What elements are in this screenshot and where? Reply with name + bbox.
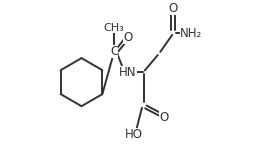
Text: HN: HN (119, 66, 137, 79)
Text: CH₃: CH₃ (104, 23, 124, 33)
Text: O: O (168, 2, 178, 15)
Text: NH₂: NH₂ (180, 27, 202, 40)
Text: C: C (110, 45, 118, 58)
Text: O: O (159, 111, 168, 124)
Text: O: O (123, 31, 133, 44)
Text: HO: HO (125, 128, 143, 141)
